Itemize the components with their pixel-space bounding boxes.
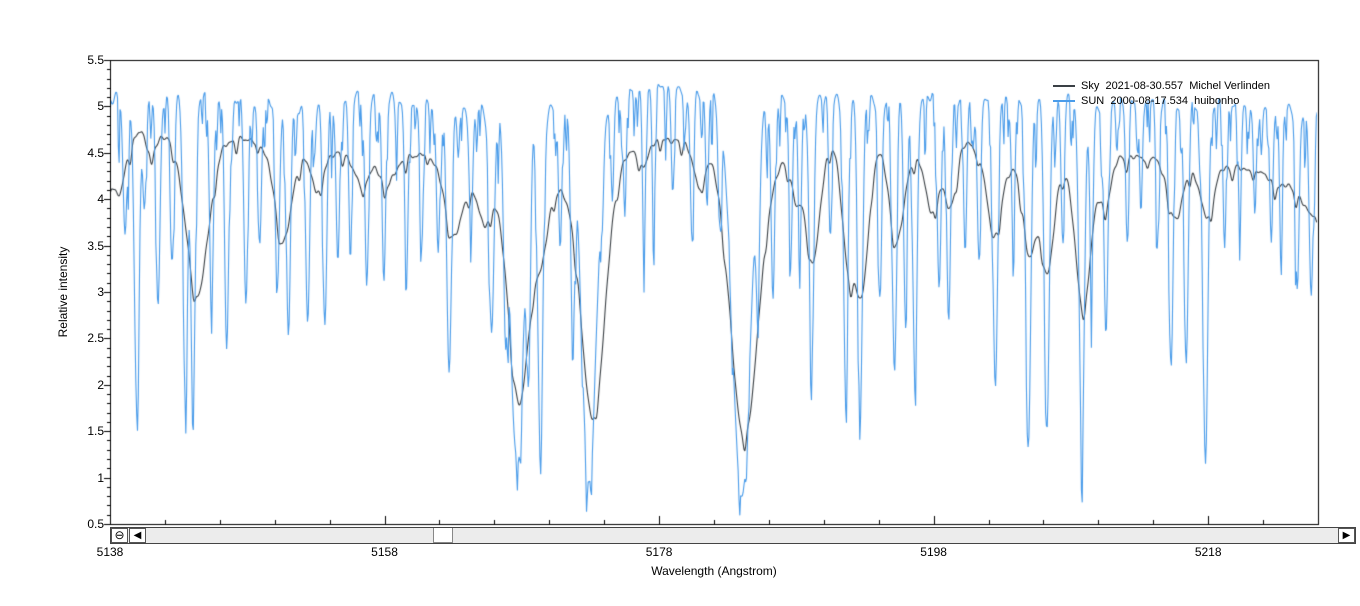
wavelength-scrollbar[interactable]: ⊖ ◀ ▶	[110, 527, 1356, 544]
y-tick-label: 1.5	[87, 424, 104, 439]
y-tick-label: 1	[97, 470, 104, 485]
sky-line-swatch	[1053, 84, 1075, 87]
y-tick-label: 5	[97, 99, 104, 114]
y-tick-label: 3	[97, 285, 104, 299]
y-tick-label: 2	[97, 377, 104, 392]
legend-item-sun: SUN 2000-08-17.534 huibonho	[1053, 93, 1270, 108]
scroll-left-icon[interactable]: ◀	[129, 528, 146, 543]
y-tick-label: 3.5	[87, 238, 104, 253]
scrollbar-thumb[interactable]	[433, 528, 453, 543]
x-axis-title: Wavelength (Angstrom)	[651, 564, 777, 578]
scroll-right-icon[interactable]: ▶	[1338, 528, 1355, 543]
zoom-out-icon[interactable]: ⊖	[111, 528, 128, 543]
legend-item-sky: Sky 2021-08-30.557 Michel Verlinden	[1053, 78, 1270, 93]
x-tick-label: 5178	[645, 545, 673, 559]
x-tick-label: 5138	[96, 545, 124, 559]
legend-label-sun: SUN 2000-08-17.534 huibonho	[1081, 94, 1240, 107]
y-tick-label: 5.5	[87, 53, 104, 67]
x-tick-label: 5218	[1194, 545, 1222, 559]
y-tick-label: 4.5	[87, 145, 104, 160]
legend-label-sky: Sky 2021-08-30.557 Michel Verlinden	[1081, 79, 1270, 92]
y-tick-label: 0.5	[87, 517, 104, 531]
x-tick-label: 5158	[371, 545, 398, 559]
legend: Sky 2021-08-30.557 Michel Verlinden SUN …	[1053, 78, 1270, 108]
y-tick-label: 4	[97, 192, 104, 207]
sun-line-swatch	[1053, 99, 1075, 102]
y-tick-label: 2.5	[87, 331, 104, 346]
x-tick-label: 5198	[920, 545, 947, 559]
